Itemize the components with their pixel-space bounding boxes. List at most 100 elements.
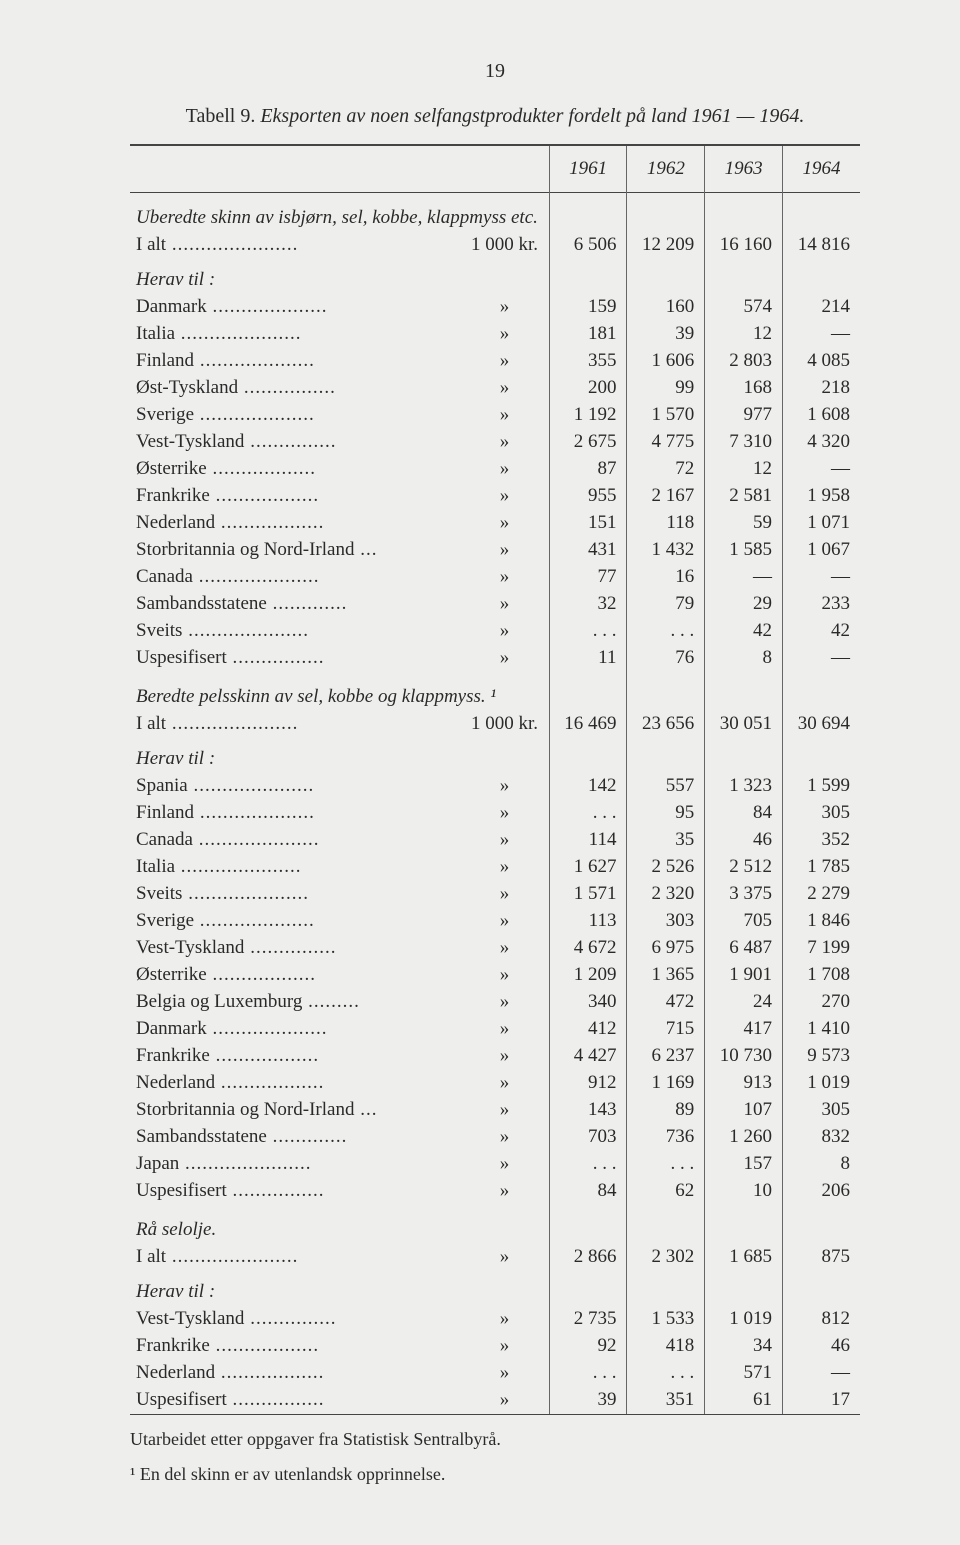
table-cell xyxy=(705,259,783,294)
unit-cell: » xyxy=(460,1306,549,1333)
row-label: Uspesifisert ................ xyxy=(130,1387,460,1414)
table-cell: 2 581 xyxy=(705,483,783,510)
table-cell: 14 816 xyxy=(782,232,860,259)
table-cell: 1 071 xyxy=(782,510,860,537)
row-label: Canada ..................... xyxy=(130,564,460,591)
table-cell: 303 xyxy=(627,908,705,935)
table-cell: 8 xyxy=(705,645,783,672)
header-row: 1961 1962 1963 1964 xyxy=(130,145,860,193)
table-cell: 46 xyxy=(705,827,783,854)
row-label: Spania ..................... xyxy=(130,773,460,800)
table-cell: 715 xyxy=(627,1016,705,1043)
table-cell: 6 237 xyxy=(627,1043,705,1070)
page: 19 Tabell 9. Eksporten av noen selfangst… xyxy=(0,0,960,1545)
table-row: Spania .....................»1425571 323… xyxy=(130,773,860,800)
table-cell: 24 xyxy=(705,989,783,1016)
col-year: 1964 xyxy=(782,145,860,193)
table-cell xyxy=(549,193,627,232)
table-cell: 1 365 xyxy=(627,962,705,989)
table-cell: 46 xyxy=(782,1333,860,1360)
table-cell: 705 xyxy=(705,908,783,935)
table-cell: 84 xyxy=(705,800,783,827)
table-row: Danmark ....................»15916057421… xyxy=(130,294,860,321)
table-cell: 875 xyxy=(782,1244,860,1271)
row-label: Sambandsstatene ............. xyxy=(130,1124,460,1151)
row-label: Nederland .................. xyxy=(130,1070,460,1097)
table-cell: 7 310 xyxy=(705,429,783,456)
table-row: Uspesifisert ................»11768— xyxy=(130,645,860,672)
table-cell: . . . xyxy=(549,618,627,645)
table-cell: 42 xyxy=(705,618,783,645)
table-cell: 557 xyxy=(627,773,705,800)
table-cell: — xyxy=(705,564,783,591)
unit-cell: » xyxy=(460,1097,549,1124)
unit-cell: » xyxy=(460,321,549,348)
table-row: Sveits .....................»1 5712 3203… xyxy=(130,881,860,908)
table-cell: 142 xyxy=(549,773,627,800)
table-row: Østerrike ..................»877212— xyxy=(130,456,860,483)
row-label: Canada ..................... xyxy=(130,827,460,854)
table-cell: 181 xyxy=(549,321,627,348)
table-cell: 89 xyxy=(627,1097,705,1124)
table-cell: 2 279 xyxy=(782,881,860,908)
table-caption: Tabell 9. Eksporten av noen selfangstpro… xyxy=(130,103,860,130)
table-cell: 6 975 xyxy=(627,935,705,962)
table-cell: 431 xyxy=(549,537,627,564)
table-cell: 157 xyxy=(705,1151,783,1178)
table-cell: . . . xyxy=(549,800,627,827)
table-row: Nederland ..................»151118591 0… xyxy=(130,510,860,537)
table-cell: 35 xyxy=(627,827,705,854)
table-cell: 351 xyxy=(627,1387,705,1414)
table-cell xyxy=(549,1271,627,1306)
unit-cell: » xyxy=(460,800,549,827)
table-cell: 16 160 xyxy=(705,232,783,259)
table-cell: 1 785 xyxy=(782,854,860,881)
table-cell: 12 209 xyxy=(627,232,705,259)
table-cell: 2 512 xyxy=(705,854,783,881)
table-cell: 2 167 xyxy=(627,483,705,510)
table-cell: 4 427 xyxy=(549,1043,627,1070)
table-cell: 77 xyxy=(549,564,627,591)
row-label: Sveits ..................... xyxy=(130,618,460,645)
table-cell: 1 410 xyxy=(782,1016,860,1043)
table-cell: 4 672 xyxy=(549,935,627,962)
table-cell xyxy=(549,738,627,773)
unit-cell: » xyxy=(460,456,549,483)
row-label: Frankrike .................. xyxy=(130,483,460,510)
unit-cell: » xyxy=(460,1151,549,1178)
row-label: Østerrike .................. xyxy=(130,962,460,989)
unit-cell: » xyxy=(460,429,549,456)
row-label: Uspesifisert ................ xyxy=(130,1178,460,1205)
table-row: Sverige ....................»1 1921 5709… xyxy=(130,402,860,429)
table-cell: 1 192 xyxy=(549,402,627,429)
unit-cell: » xyxy=(460,1244,549,1271)
table-row: Sambandsstatene .............»327929233 xyxy=(130,591,860,618)
table-cell: 30 051 xyxy=(705,711,783,738)
table-cell: 84 xyxy=(549,1178,627,1205)
table-cell: 832 xyxy=(782,1124,860,1151)
table-cell: 3 375 xyxy=(705,881,783,908)
row-label: Sveits ..................... xyxy=(130,881,460,908)
unit-cell: » xyxy=(460,1360,549,1387)
table-cell xyxy=(627,1271,705,1306)
source-note: Utarbeidet etter oppgaver fra Statistisk… xyxy=(130,1429,860,1450)
table-row: Vest-Tyskland ...............»4 6726 975… xyxy=(130,935,860,962)
table-cell: 4 775 xyxy=(627,429,705,456)
row-label: Østerrike .................. xyxy=(130,456,460,483)
col-year: 1962 xyxy=(627,145,705,193)
table-cell: 10 730 xyxy=(705,1043,783,1070)
table-row: Sveits .....................». . .. . .4… xyxy=(130,618,860,645)
table-row: Finland ....................». . .958430… xyxy=(130,800,860,827)
unit-cell: » xyxy=(460,645,549,672)
table-cell: 95 xyxy=(627,800,705,827)
section-heading: Rå selolje. xyxy=(130,1205,549,1244)
table-row: Belgia og Luxemburg .........»3404722427… xyxy=(130,989,860,1016)
row-label: Sambandsstatene ............. xyxy=(130,591,460,618)
table-cell: 1 571 xyxy=(549,881,627,908)
table-cell: — xyxy=(782,456,860,483)
table-cell: — xyxy=(782,321,860,348)
table-cell: 16 xyxy=(627,564,705,591)
caption-title: Eksporten av noen selfangstprodukter for… xyxy=(260,105,804,127)
table-row: Danmark ....................»4127154171 … xyxy=(130,1016,860,1043)
row-label: Italia ..................... xyxy=(130,321,460,348)
